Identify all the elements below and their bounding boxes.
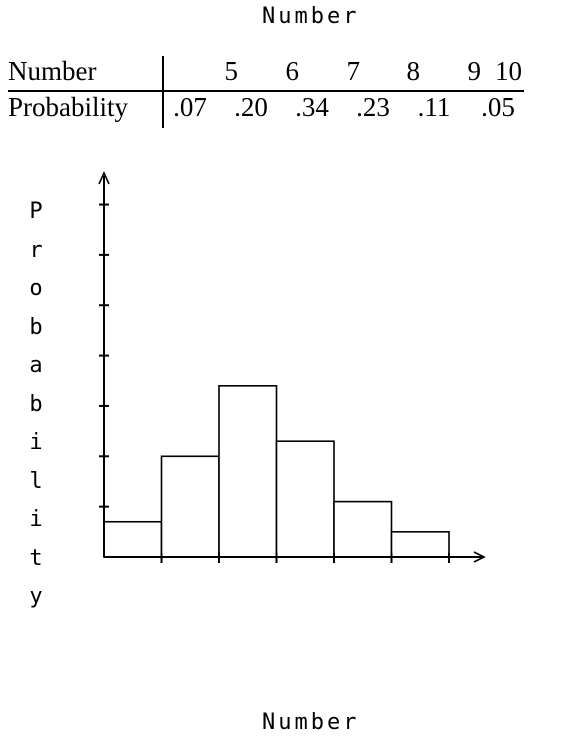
table-cell: 6 <box>285 56 300 86</box>
y-axis-label-letter: P <box>29 199 43 224</box>
table-cell: 9 <box>467 56 482 86</box>
histogram-bar <box>275 440 335 558</box>
y-axis-label-letter: l <box>29 468 43 494</box>
y-axis-label-letter: o <box>29 276 43 301</box>
histogram-bar <box>218 385 278 558</box>
y-axis-label-letter: y <box>29 584 43 609</box>
y-axis-label-letter: b <box>29 314 43 340</box>
y-axis-label-letter: i <box>29 430 43 455</box>
y-axis-label-letter: a <box>29 353 43 378</box>
y-axis-arrow <box>98 171 110 185</box>
histogram-bar <box>333 500 393 558</box>
y-axis-label-letter: t <box>29 545 43 571</box>
table-cell: .20 <box>234 92 268 122</box>
row-header-number: Number <box>8 56 97 86</box>
histogram <box>98 171 486 563</box>
table-cell: .34 <box>295 92 329 122</box>
table-cell: 7 <box>346 56 361 86</box>
table-cell: 5 <box>224 56 239 86</box>
y-axis-label-letter: r <box>29 237 43 263</box>
table-row-number: Number 5 6 7 8 9 10 <box>8 54 524 90</box>
table-cell: 10 <box>495 56 522 86</box>
histogram-bar <box>390 531 450 558</box>
x-axis-arrow <box>473 551 486 563</box>
table-cell: .05 <box>481 92 515 122</box>
y-axis-label-letter: i <box>29 507 43 532</box>
histogram-bar <box>103 520 163 558</box>
table-cell: 8 <box>406 56 421 86</box>
histogram-bar <box>160 455 220 558</box>
table-cell: .11 <box>417 92 451 122</box>
top-title: Number <box>262 4 360 29</box>
bottom-title: Number <box>262 710 360 735</box>
table-divider-horizontal <box>8 90 524 92</box>
table-cell: .23 <box>356 92 390 122</box>
table-row-probability: Probability .07 .20 .34 .23 .11 .05 <box>8 90 524 126</box>
probability-table: Number 5 6 7 8 9 10 Probability .07 .20 … <box>8 54 524 130</box>
row-header-probability: Probability <box>8 92 128 122</box>
y-axis-label-letter: b <box>29 391 43 417</box>
table-divider-vertical <box>162 56 164 128</box>
table-cell: .07 <box>173 92 207 122</box>
